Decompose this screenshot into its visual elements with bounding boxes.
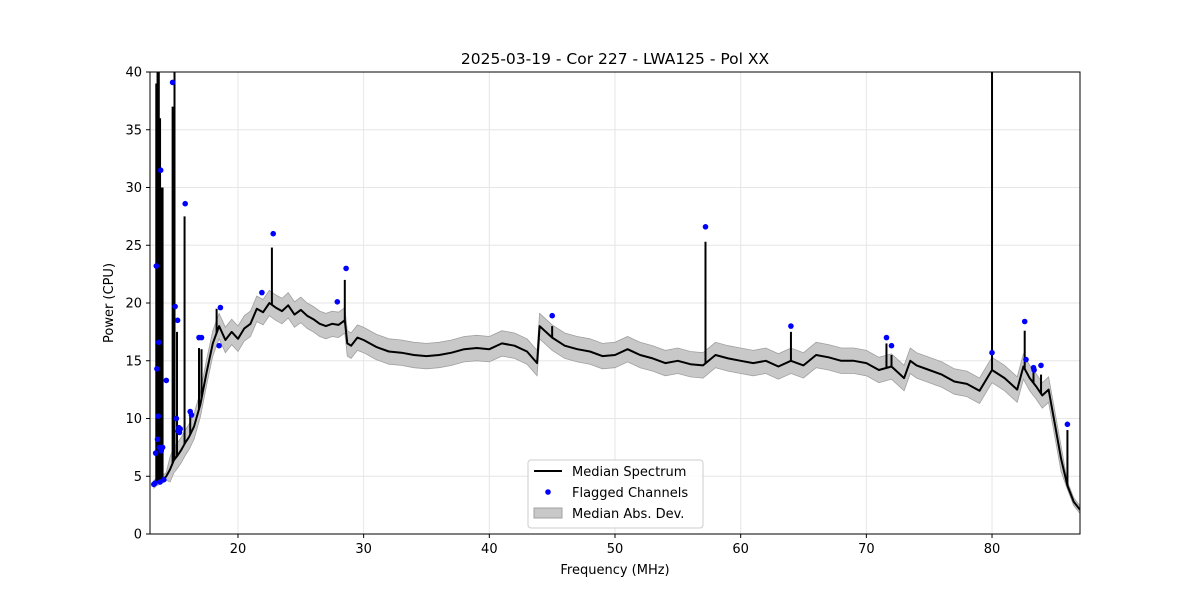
y-axis: 0 5 10 15 20 25 30 35 40 (125, 66, 150, 543)
x-tick-label: 80 (984, 542, 1001, 557)
y-tick-label: 5 (134, 470, 142, 485)
x-axis-label: Frequency (MHz) (560, 563, 669, 578)
x-tick-label: 60 (732, 542, 749, 557)
y-tick-label: 20 (125, 297, 142, 312)
flagged-point (188, 412, 195, 418)
flagged-point (177, 426, 183, 432)
legend-label-median: Median Spectrum (572, 465, 686, 480)
chart-title: 2025-03-19 - Cor 227 - LWA125 - Pol XX (461, 50, 770, 68)
flagged-point (1031, 367, 1037, 373)
mad-band-area (153, 289, 1080, 515)
flagged-point (152, 480, 158, 487)
x-tick-label: 50 (607, 542, 624, 557)
flagged-point (217, 304, 224, 311)
flagged-point (198, 334, 205, 341)
flagged-point (788, 323, 794, 329)
y-tick-label: 35 (125, 123, 142, 138)
flagged-point (259, 289, 265, 296)
flagged-point (156, 339, 162, 346)
flagged-point (152, 450, 159, 456)
y-tick-label: 0 (134, 528, 142, 543)
legend-fill-swatch (533, 507, 563, 519)
flagged-point (343, 265, 349, 272)
legend-box (527, 459, 704, 529)
y-tick-label: 30 (125, 181, 142, 196)
mad-band (153, 289, 1080, 515)
flagged-point (172, 303, 178, 310)
flagged-point (174, 317, 181, 324)
y-axis-label: Power (CPU) (102, 263, 117, 343)
flagged-point (155, 413, 161, 420)
flagged-point (173, 415, 180, 422)
flagged-point (169, 79, 176, 86)
flagged-point (161, 476, 167, 483)
flagged-point (163, 377, 170, 384)
flagged-point (1064, 421, 1071, 428)
y-tick-label: 40 (125, 66, 142, 81)
flagged-point (334, 299, 341, 305)
flagged-point (1023, 356, 1029, 363)
median-spectrum-group (153, 72, 1080, 511)
flagged-point (989, 349, 995, 356)
legend: Median Spectrum Flagged Channels Median … (527, 459, 704, 529)
flagged-point (702, 224, 709, 230)
flagged-point (1021, 318, 1028, 325)
flagged-points-group (151, 79, 1071, 488)
flagged-point (270, 230, 277, 237)
x-tick-label: 40 (481, 542, 498, 557)
flagged-point (1038, 362, 1044, 369)
flagged-point (154, 366, 160, 372)
flagged-point (888, 342, 895, 349)
flagged-point (883, 334, 890, 341)
median-spectrum-line (153, 302, 1080, 511)
legend-label-flagged: Flagged Channels (572, 486, 688, 501)
flagged-point (154, 436, 161, 443)
flagged-point (182, 200, 188, 207)
x-axis: 20 30 40 50 60 70 80 (230, 534, 1001, 557)
x-tick-label: 70 (858, 542, 875, 557)
flagged-point (216, 342, 222, 349)
x-tick-label: 20 (230, 542, 247, 557)
flagged-point (159, 444, 166, 451)
flagged-point (153, 263, 160, 269)
flagged-point (549, 312, 555, 319)
y-tick-label: 10 (125, 412, 142, 427)
y-tick-label: 15 (125, 354, 142, 369)
legend-label-mad: Median Abs. Dev. (572, 507, 684, 522)
x-tick-label: 30 (355, 542, 372, 557)
legend-point-swatch (545, 489, 551, 495)
y-tick-label: 25 (125, 239, 142, 254)
flagged-point (157, 167, 164, 173)
